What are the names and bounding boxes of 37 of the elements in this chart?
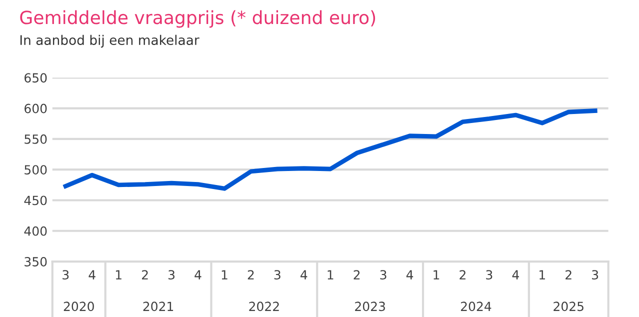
x-tick-label: 2 (460, 270, 466, 280)
chart-subtitle: In aanbod bij een makelaar (20, 34, 200, 48)
y-tick-label: 550 (24, 134, 47, 144)
x-tick-label: 1 (540, 270, 545, 280)
y-tick-label: 500 (24, 165, 47, 175)
text: 2025 (554, 302, 584, 312)
x-tick-label: 3 (274, 270, 280, 280)
y-tick-label: 350 (24, 256, 47, 266)
x-tick-label: 2 (248, 270, 254, 280)
x-tick-label: 3 (380, 270, 386, 280)
text: 2023 (355, 302, 385, 312)
text: 2021 (143, 302, 174, 312)
x-tick-label: 1 (328, 270, 334, 280)
y-tick-label: 400 (24, 226, 47, 236)
x-tick-label: 4 (300, 270, 308, 280)
x-tick-label: 3 (592, 270, 598, 280)
y-tick-label: 600 (24, 104, 47, 114)
x-tick-label: 2 (354, 270, 360, 280)
x-tick-label: 2 (566, 270, 572, 280)
x-tick-label: 1 (222, 270, 228, 280)
text: 2020 (64, 302, 94, 312)
x-tick-label: 3 (62, 270, 69, 280)
x-tick-label: 4 (194, 270, 202, 280)
x-tick-label: 2 (142, 270, 148, 280)
y-tick-label: 650 (24, 73, 47, 83)
y-tick-label: 450 (24, 196, 47, 206)
line-series (63, 108, 598, 191)
x-tick-label: 3 (486, 270, 492, 280)
chart-title: Gemiddelde vraagprijs (* duizend euro) (20, 10, 376, 28)
x-tick-label: 1 (116, 270, 122, 280)
x-tick-label: 4 (88, 270, 96, 280)
x-tick-label: 4 (512, 270, 519, 280)
text: 2024 (460, 302, 492, 312)
x-tick-label: 4 (406, 270, 414, 280)
text: 2022 (249, 302, 279, 312)
x-tick-label: 1 (434, 270, 440, 280)
x-tick-label: 3 (168, 270, 174, 280)
